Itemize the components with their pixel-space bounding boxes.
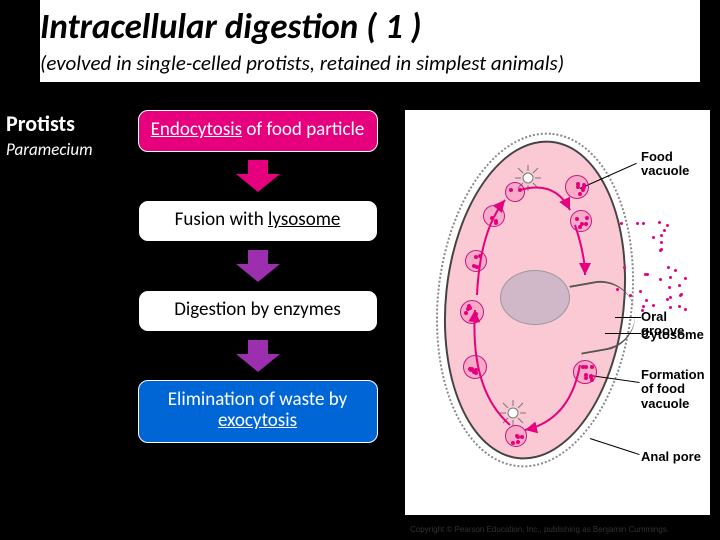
food-vacuole-icon	[483, 205, 505, 227]
food-vacuole-icon	[465, 250, 487, 272]
label-food-vacuole: Foodvacuole	[641, 150, 689, 179]
food-vacuole-icon	[505, 425, 527, 447]
process-flow: Endocytosis of food particle Fusion with …	[125, 110, 390, 443]
label-anal-pore: Anal pore	[641, 450, 701, 464]
food-particles	[615, 220, 685, 310]
food-vacuole-icon	[565, 175, 589, 199]
flow-step: Fusion with lysosome	[138, 200, 378, 242]
food-vacuole-icon	[463, 355, 487, 379]
copyright-text: Copyright © Pearson Education, Inc., pub…	[410, 525, 669, 534]
organism-label: Protists Paramecium	[6, 110, 93, 160]
organism-main: Protists	[6, 110, 93, 137]
leader-line	[605, 333, 641, 334]
flow-step: Elimination of waste by exocytosis	[138, 380, 378, 444]
food-vacuole-icon	[573, 360, 597, 384]
food-vacuole-icon	[505, 182, 525, 202]
flow-step: Endocytosis of food particle	[138, 110, 378, 152]
page-title: Intracellular digestion ( 1 )	[40, 0, 700, 48]
organism-example: Paramecium	[6, 139, 93, 160]
food-vacuole-icon	[570, 210, 592, 232]
label-formation: Formationof foodvacuole	[641, 368, 705, 411]
page-subtitle: (evolved in single-celled protists, reta…	[40, 48, 700, 82]
arrow-down-icon	[236, 160, 280, 192]
food-vacuole-icon	[460, 300, 484, 324]
arrow-down-icon	[236, 250, 280, 282]
paramecium-diagram: Foodvacuole Oral groove Cytosome Formati…	[405, 110, 710, 515]
arrow-down-icon	[236, 340, 280, 372]
label-cytosome: Cytosome	[641, 328, 704, 342]
leader-line	[615, 317, 641, 318]
flow-step: Digestion by enzymes	[138, 290, 378, 332]
